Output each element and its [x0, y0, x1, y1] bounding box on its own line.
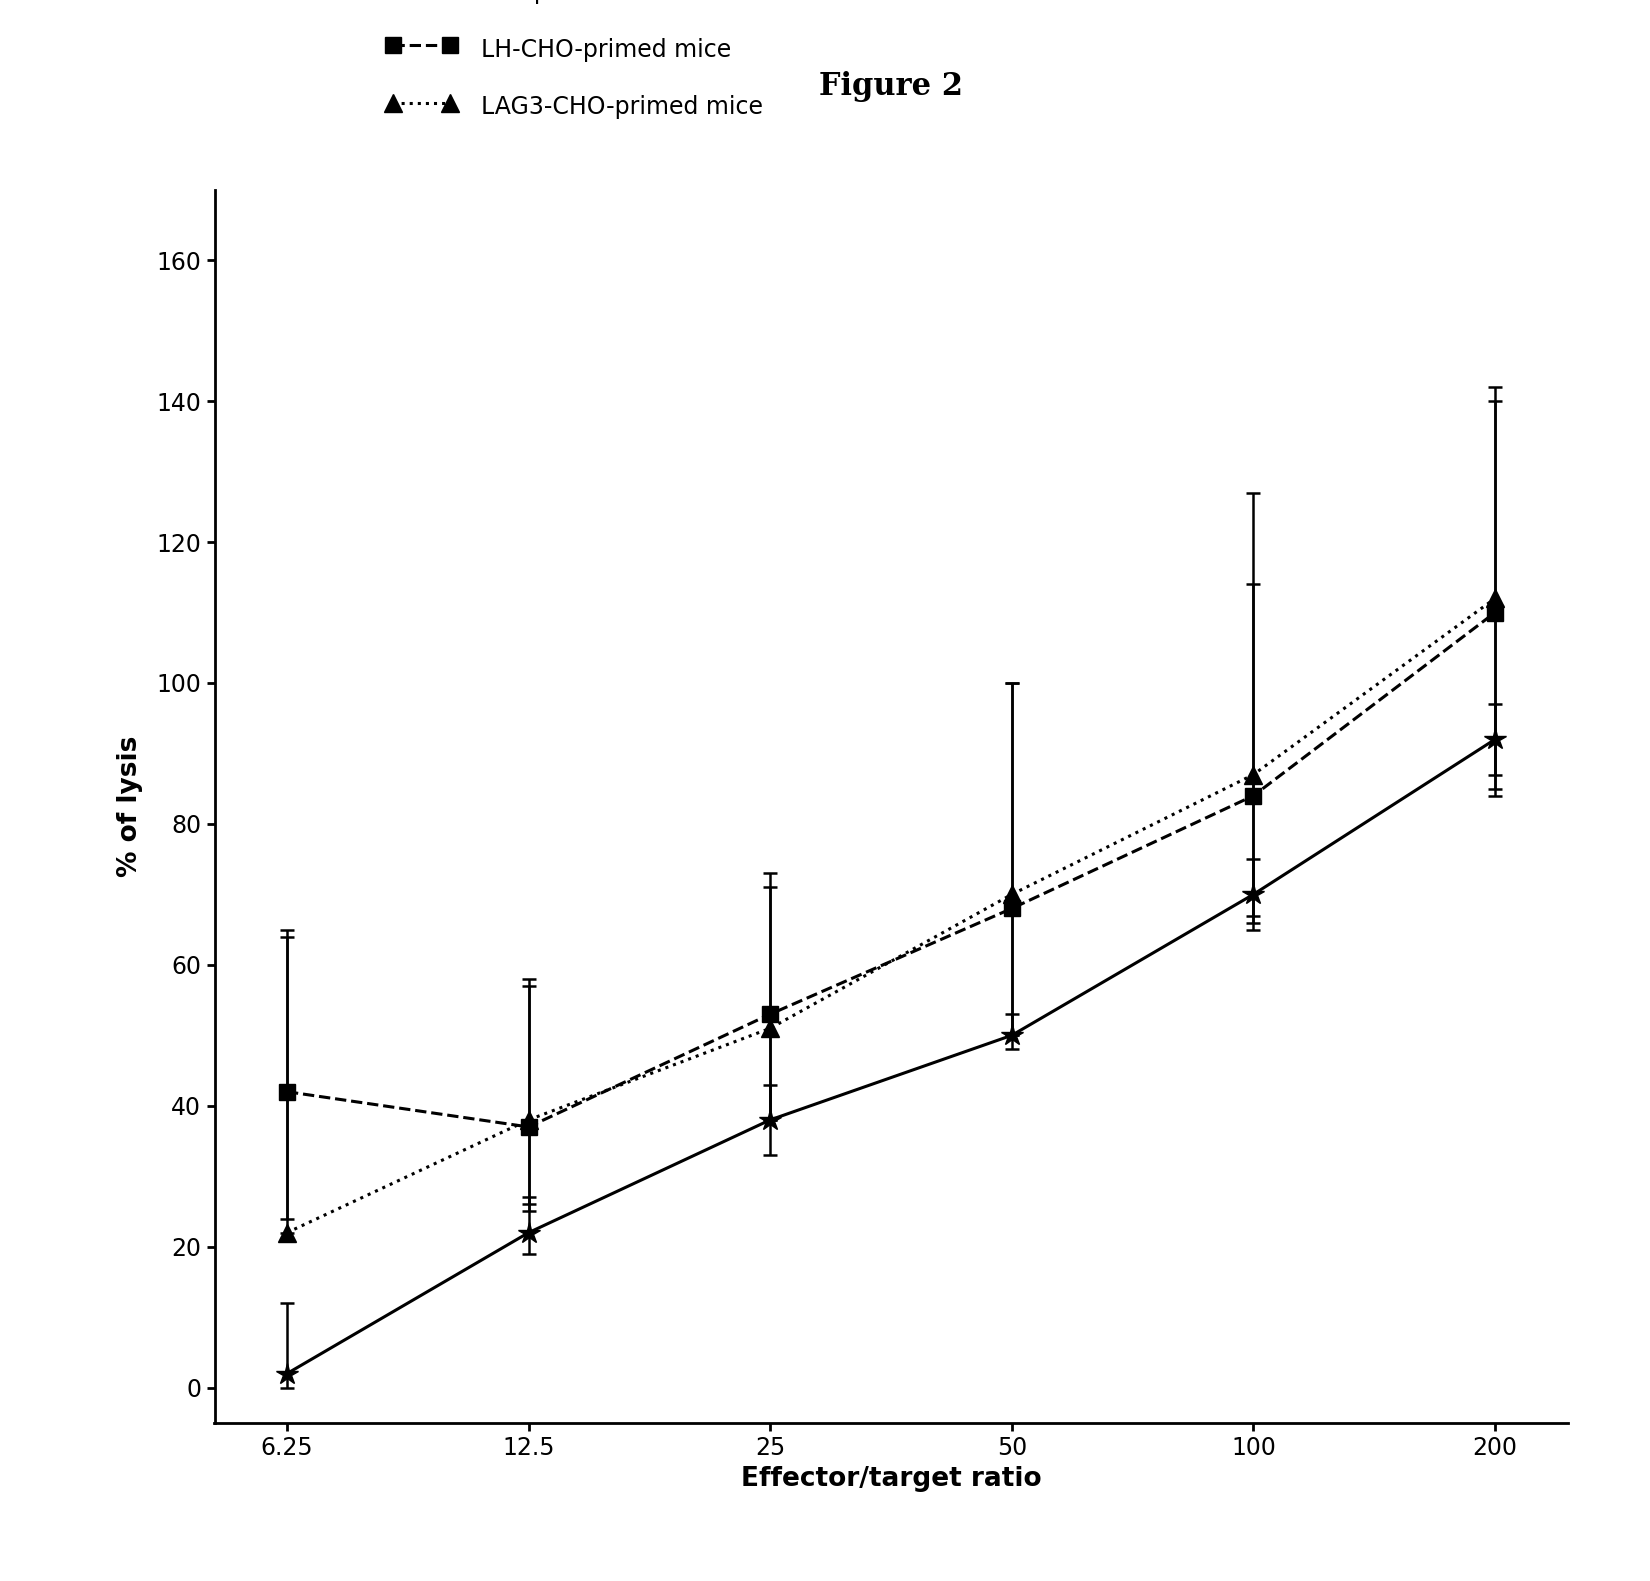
Y-axis label: % of lysis: % of lysis	[117, 735, 142, 877]
X-axis label: Effector/target ratio: Effector/target ratio	[741, 1466, 1041, 1491]
Text: Figure 2: Figure 2	[818, 71, 964, 103]
Legend: non-primed mice, LH-CHO-primed mice, LAG3-CHO-primed mice: non-primed mice, LH-CHO-primed mice, LAG…	[376, 0, 772, 130]
